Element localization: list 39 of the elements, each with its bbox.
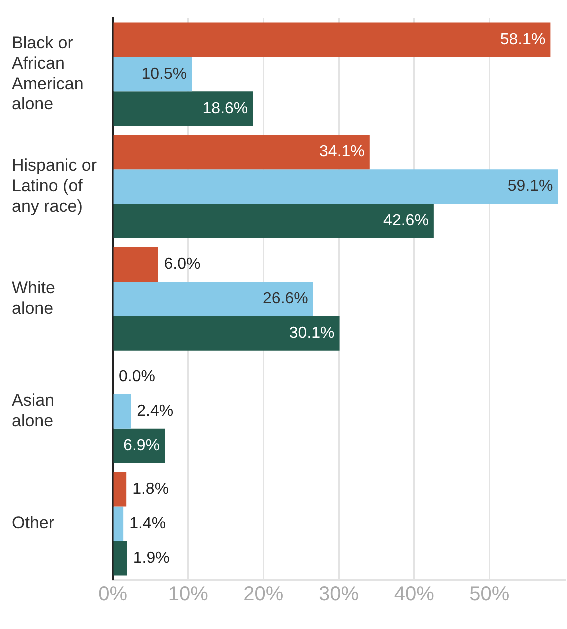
text: 30.1% (289, 325, 335, 342)
bar (114, 92, 254, 126)
text: 1.4% (130, 515, 166, 532)
bar (114, 247, 158, 282)
text: 10.5% (142, 66, 188, 83)
x-tick-label: 20% (244, 584, 284, 606)
text: 26.6% (263, 290, 308, 308)
bar (114, 22, 551, 58)
bar (114, 506, 124, 542)
bar (114, 282, 314, 316)
text: 2.4% (137, 403, 174, 420)
text: 58.1% (500, 31, 546, 48)
bar (114, 316, 340, 351)
x-tick-label: 0% (98, 584, 128, 606)
y-tick-label: Black or African American alone (12, 33, 84, 114)
text: 6.9% (124, 437, 160, 454)
text: 1.9% (133, 550, 170, 567)
y-tick-label: Other (12, 514, 55, 533)
bar (114, 204, 434, 239)
text: 59.1% (508, 178, 554, 196)
y-tick-label: Hispanic or Latino (of any race) (12, 156, 98, 216)
text: 1.8% (132, 480, 170, 498)
x-tick-label: 10% (168, 584, 209, 606)
x-tick-label: 40% (394, 584, 435, 606)
y-tick-label: Asian alone (12, 391, 55, 430)
x-tick-label: 30% (319, 584, 360, 606)
bar (114, 394, 132, 429)
bar (114, 135, 370, 170)
bar (114, 170, 558, 204)
text: 42.6% (384, 212, 429, 230)
bar (114, 472, 127, 507)
text: 18.6% (202, 100, 248, 118)
bar (114, 541, 128, 576)
text: 6.0% (164, 256, 201, 274)
y-tick-label: White alone (12, 278, 56, 318)
bar (114, 57, 192, 92)
text: 34.1% (320, 144, 365, 161)
x-tick-label: 50% (470, 584, 510, 606)
text: 0.0% (119, 368, 156, 386)
